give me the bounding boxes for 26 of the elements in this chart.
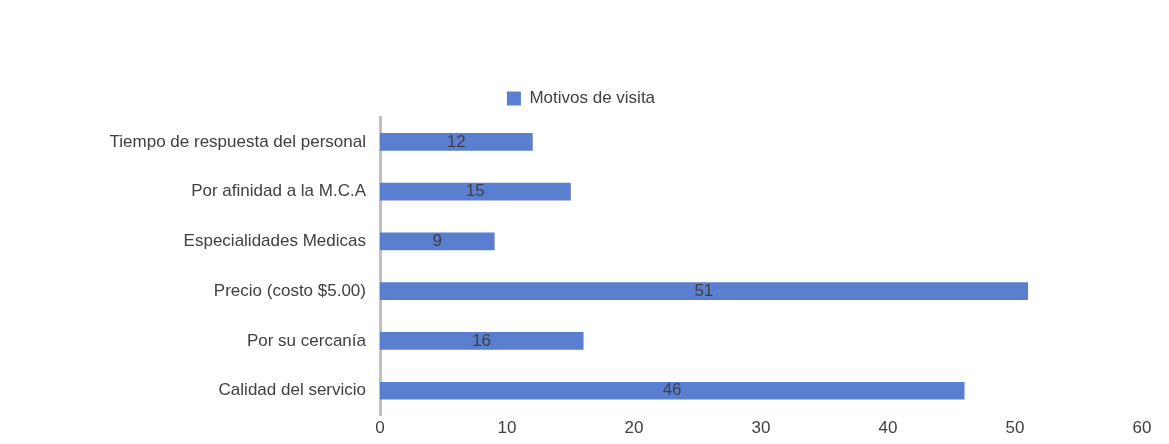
data-label: 12 [446, 131, 466, 151]
y-tick-label: Por su cercanía [246, 330, 367, 350]
x-tick-label: 10 [497, 418, 517, 438]
data-label: 16 [472, 330, 492, 350]
y-tick-label: Por afinidad a la M.C.A [191, 181, 367, 201]
bar [380, 232, 495, 251]
x-tick-label: 30 [751, 418, 771, 438]
bar [380, 381, 965, 400]
bar [380, 133, 533, 151]
x-tick-label: 60 [1132, 418, 1152, 438]
legend-label: Motivos de visita [529, 88, 656, 108]
x-tick-label: 0 [375, 418, 385, 438]
y-tick-label: Precio (costo $5.00) [213, 280, 366, 300]
bar [380, 182, 571, 201]
data-label: 51 [694, 280, 714, 300]
data-label: 9 [432, 231, 442, 251]
y-tick-label: Especialidades Medicas [183, 231, 366, 251]
data-label: 15 [465, 181, 485, 201]
bar [380, 332, 584, 350]
bar [380, 282, 1029, 301]
y-tick-label: Calidad del servicio [218, 380, 366, 400]
x-tick-label: 20 [624, 418, 644, 438]
y-tick-label: Tiempo de respuesta del personal [109, 131, 366, 151]
x-tick-label: 40 [878, 418, 898, 438]
data-label: 46 [662, 380, 682, 400]
x-tick-label: 50 [1005, 418, 1025, 438]
